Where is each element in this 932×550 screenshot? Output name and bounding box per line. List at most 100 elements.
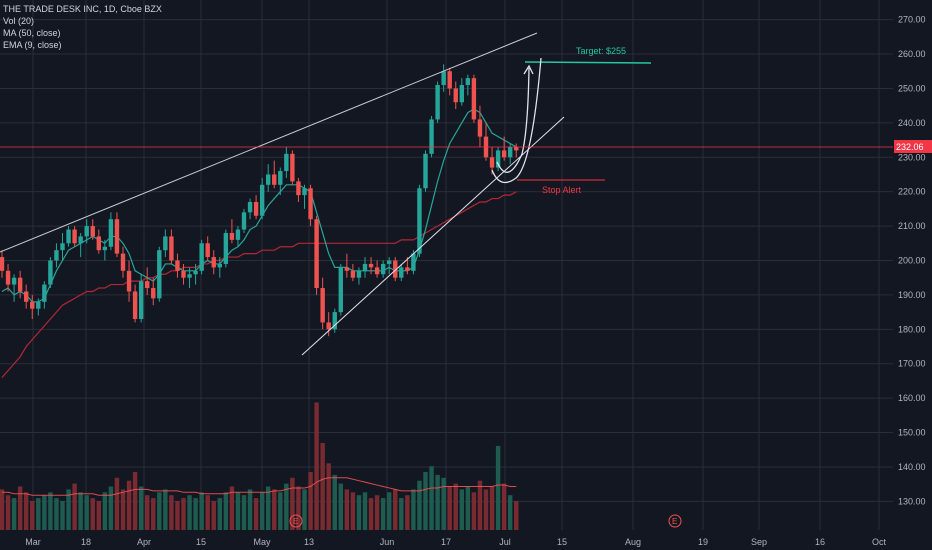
candle-body: [132, 291, 138, 319]
earnings-marker-2[interactable]: E: [668, 514, 682, 528]
volume-bar: [102, 492, 108, 530]
candle-body: [441, 71, 446, 86]
x-tick-label: May: [253, 537, 271, 547]
volume-bar: [302, 489, 307, 530]
candle-body: [241, 212, 247, 230]
volume-bar: [284, 483, 289, 530]
volume-bar: [163, 489, 168, 530]
volume-bar: [314, 402, 319, 530]
y-tick-label: 170.00: [898, 359, 926, 369]
volume-bar: [241, 495, 247, 530]
x-tick-label: Jul: [499, 537, 511, 547]
candle-body: [380, 263, 386, 275]
volume-bar: [126, 480, 132, 530]
candle-body: [429, 119, 434, 154]
x-tick-label: Sep: [751, 537, 767, 547]
volume-bar: [501, 483, 507, 530]
volume-bar: [229, 486, 235, 530]
volume-bar: [465, 486, 471, 530]
candle-body: [501, 150, 507, 158]
target-label: Target: $255: [576, 46, 626, 56]
candle-body: [223, 232, 229, 264]
volume-bar: [417, 480, 422, 530]
y-tick-label: 160.00: [898, 393, 926, 403]
candle-body: [477, 119, 483, 137]
candle-body: [344, 267, 350, 271]
ma-indicator-label[interactable]: MA (50, close): [3, 28, 61, 38]
candle-body: [114, 219, 120, 254]
volume-bar: [308, 472, 313, 530]
x-tick-label: Apr: [137, 537, 151, 547]
volume-bar: [0, 489, 5, 530]
candle-body: [411, 253, 416, 271]
candle-body: [320, 288, 325, 323]
moving-averages: [1, 108, 517, 378]
volume-bar: [453, 483, 458, 530]
x-tick-label: Mar: [25, 537, 41, 547]
candle-body: [278, 171, 283, 185]
volume-bar: [278, 492, 283, 530]
candle-body: [253, 202, 259, 216]
candle-body: [151, 288, 156, 299]
candle-body: [17, 277, 23, 292]
candle-body: [465, 78, 471, 86]
volume-bar: [5, 495, 11, 530]
volume-indicator-label[interactable]: Vol (20): [3, 16, 35, 26]
candle-body: [108, 219, 114, 247]
volume-bar: [332, 474, 337, 530]
y-tick-label: 250.00: [898, 83, 926, 93]
candle-body: [96, 236, 101, 251]
volume-bar: [11, 498, 17, 530]
volume-bar: [508, 495, 513, 530]
volume-bar: [344, 489, 350, 530]
volume-bar: [429, 466, 434, 530]
candle-body: [495, 150, 501, 168]
candle-body: [120, 253, 126, 271]
volume-bar: [374, 495, 380, 530]
volume-bar: [393, 489, 398, 530]
candle-body: [78, 236, 83, 244]
candle-body: [387, 260, 392, 264]
stop-alert-label: Stop Alert: [542, 185, 582, 195]
candle-body: [48, 260, 53, 285]
volume-bar: [108, 486, 114, 530]
volume-bar: [54, 498, 59, 530]
volume-bar: [199, 492, 204, 530]
earnings-marker-1[interactable]: E: [289, 514, 303, 528]
volume-bar: [138, 486, 144, 530]
y-tick-label: 230.00: [898, 152, 926, 162]
candle-body: [399, 267, 404, 278]
volume-bar: [459, 489, 464, 530]
candle-body: [459, 85, 464, 103]
candle-body: [235, 229, 241, 240]
candle-body: [368, 263, 374, 268]
volume-bar: [411, 489, 416, 530]
candle-body: [423, 153, 428, 189]
candle-body: [266, 174, 271, 185]
ema-indicator-label[interactable]: EMA (9, close): [3, 40, 62, 50]
volume-bar: [495, 445, 501, 530]
candle-body: [338, 267, 343, 313]
volume-bar: [217, 498, 222, 530]
volume-bar: [514, 501, 519, 530]
volume-bar: [90, 498, 95, 530]
candle-body: [284, 153, 289, 172]
target-line: [524, 61, 652, 64]
candle-body: [229, 232, 235, 240]
volume-bar: [205, 495, 210, 530]
candle-body: [259, 184, 265, 216]
volume-bar: [114, 477, 120, 530]
symbol-title[interactable]: THE TRADE DESK INC, 1D, Cboe BZX: [3, 4, 162, 14]
candle-body: [36, 301, 41, 309]
last-price-badge: [894, 140, 932, 153]
candle-body: [60, 243, 65, 251]
projection-arrow-curve: [496, 67, 530, 173]
volume-bar: [17, 486, 23, 530]
candle-body: [84, 226, 89, 237]
candle-body: [102, 246, 108, 251]
projection-arrowhead: [523, 64, 534, 75]
y-tick-label: 220.00: [898, 187, 926, 197]
candle-body: [356, 270, 362, 278]
candle-body: [24, 291, 29, 302]
